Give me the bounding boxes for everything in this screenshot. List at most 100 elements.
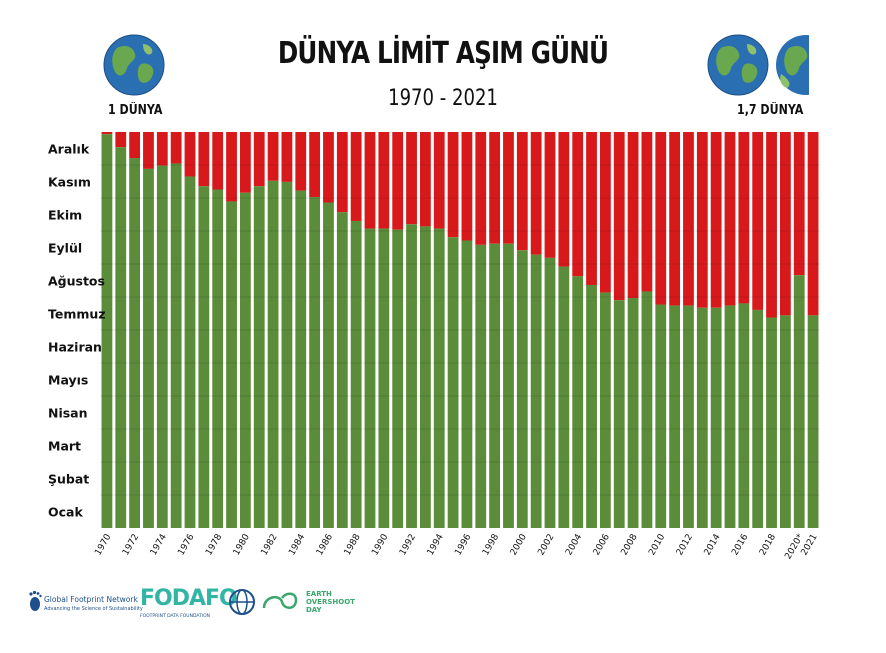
- bar-group: [100, 132, 820, 529]
- x-tick-label: 1978: [204, 532, 224, 557]
- bar-overshoot-2005: [586, 132, 597, 285]
- bar-2008: [627, 297, 639, 528]
- bar-overshoot-1971: [115, 132, 127, 148]
- bar-overshoot-1994: [433, 132, 445, 229]
- bar-2010: [655, 304, 667, 528]
- bar-1975: [170, 163, 182, 528]
- bar-1971: [115, 147, 127, 529]
- bar-overshoot-1988: [350, 132, 362, 221]
- x-tick-label: 1984: [287, 532, 307, 557]
- bar-1990: [378, 228, 390, 528]
- bar-overshoot-2009: [641, 132, 653, 292]
- bar-2016: [738, 303, 750, 528]
- x-tick-label: 2000: [509, 532, 529, 557]
- bar-overshoot-1977: [198, 132, 210, 187]
- bar-1976: [184, 176, 196, 529]
- x-tick-label: 1970: [93, 532, 113, 557]
- fodafo-logo: FODAFO: [140, 586, 238, 611]
- bar-overshoot-2017: [752, 132, 764, 310]
- bar-1994: [433, 228, 445, 528]
- bar-1984: [295, 190, 307, 528]
- bar-2013: [696, 307, 708, 528]
- bar-2014: [710, 307, 722, 528]
- bar-2005: [586, 284, 597, 528]
- y-tick-label: Nisan: [48, 406, 88, 421]
- bar-overshoot-2010: [655, 132, 667, 305]
- bar-overshoot-1985: [309, 132, 321, 198]
- gfn-logo: Global Footprint Network Advancing the S…: [28, 586, 143, 620]
- bar-overshoot-2007: [613, 132, 625, 301]
- bar-1992: [406, 224, 417, 528]
- y-tick-label: Ocak: [48, 505, 83, 520]
- bar-1985: [309, 197, 321, 528]
- bar-overshoot-1970: [101, 132, 113, 135]
- bar-overshoot-2016: [738, 132, 750, 304]
- bar-2020: [793, 275, 805, 528]
- bar-overshoot-2012: [683, 132, 694, 306]
- bar-overshoot-2013: [696, 132, 708, 308]
- x-tick-label: 1974: [149, 532, 169, 557]
- bar-overshoot-1991: [392, 132, 404, 230]
- right-globe-label: 1,7 DÜNYA: [737, 103, 804, 118]
- bar-1987: [336, 212, 348, 529]
- x-tick-label: 2010: [647, 532, 667, 557]
- bar-2021: [807, 315, 819, 528]
- x-tick-label: 1990: [370, 532, 390, 557]
- bar-1988: [350, 220, 362, 528]
- bar-overshoot-1992: [406, 132, 417, 225]
- bar-overshoot-2001: [530, 132, 542, 255]
- bar-1974: [156, 165, 168, 528]
- x-tick-label: 1982: [260, 533, 280, 558]
- bar-overshoot-1973: [143, 132, 154, 169]
- bar-1997: [475, 244, 487, 528]
- bar-overshoot-1972: [129, 132, 141, 159]
- bar-2009: [641, 291, 653, 528]
- gfn-name: Global Footprint Network: [44, 595, 138, 604]
- bar-overshoot-2014: [710, 132, 722, 308]
- overshoot-loop-icon: [262, 592, 298, 609]
- y-tick-label: Aralık: [48, 142, 90, 157]
- x-tick-label: 2002: [536, 533, 556, 558]
- eod-line-1: EARTH: [306, 590, 332, 598]
- bar-2003: [558, 266, 570, 528]
- globe-icon-left: [103, 34, 165, 96]
- bar-overshoot-1995: [447, 132, 459, 238]
- x-tick-label: 1976: [176, 532, 196, 557]
- y-tick-label: Temmuz: [48, 307, 106, 322]
- bar-overshoot-2004: [572, 132, 584, 277]
- bar-overshoot-2011: [669, 132, 681, 306]
- y-tick-label: Ağustos: [48, 274, 105, 289]
- x-tick-label: 1980: [232, 532, 252, 557]
- y-tick-label: Eylül: [48, 241, 82, 256]
- bar-2001: [530, 254, 542, 528]
- bar-1989: [364, 228, 376, 528]
- bar-overshoot-1981: [253, 132, 265, 187]
- partial-globe-icon: [776, 35, 809, 95]
- y-tick-label: Kasım: [48, 175, 91, 190]
- bar-2011: [669, 305, 681, 528]
- bar-overshoot-1975: [170, 132, 182, 164]
- footprint-icon: [29, 590, 42, 611]
- bar-1981: [253, 186, 265, 528]
- bar-1991: [392, 229, 404, 528]
- x-tick-label: 2018: [758, 532, 778, 557]
- fodafo-subtitle: FOOTPRINT DATA FOUNDATION: [140, 614, 211, 619]
- bar-2006: [599, 292, 611, 528]
- bar-overshoot-1976: [184, 132, 196, 177]
- left-globe-label: 1 DÜNYA: [108, 103, 163, 118]
- bar-overshoot-1996: [461, 132, 473, 241]
- bar-1983: [281, 181, 293, 528]
- bar-2002: [544, 257, 556, 528]
- bar-overshoot-1978: [212, 132, 224, 190]
- x-tick-label: 1992: [398, 533, 418, 558]
- bar-overshoot-2019: [779, 132, 791, 316]
- bar-2004: [572, 276, 584, 528]
- bar-1996: [461, 240, 473, 528]
- bar-overshoot-2015: [724, 132, 736, 306]
- bar-1995: [447, 237, 459, 529]
- bar-2018: [766, 317, 777, 528]
- x-tick-label: 1998: [481, 532, 501, 557]
- bar-1998: [489, 243, 501, 529]
- bar-overshoot-1983: [281, 132, 293, 182]
